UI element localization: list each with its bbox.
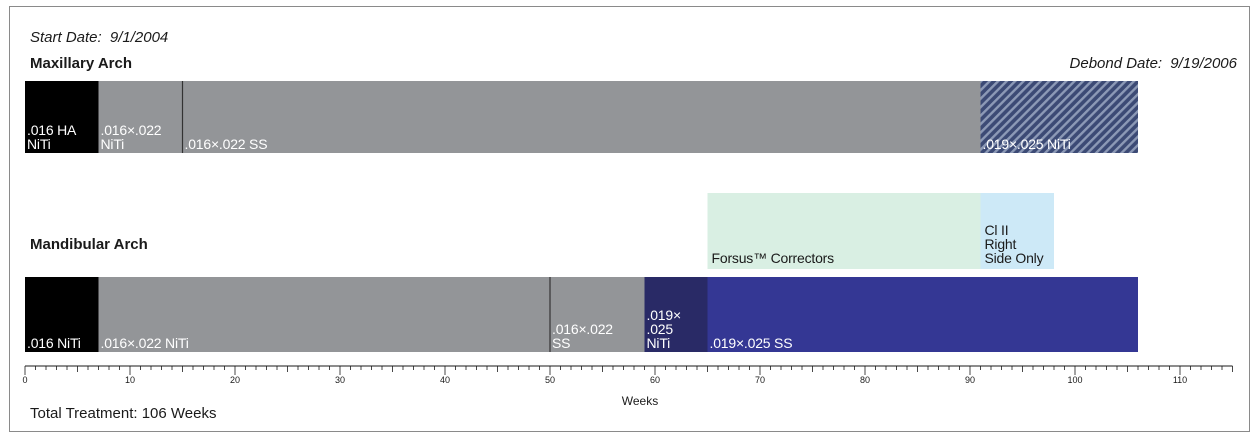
mandibular-segment-label-2: .016×.022 NiTi xyxy=(101,335,189,351)
x-tick-label: 0 xyxy=(22,375,27,385)
debond-date-value: 9/19/2006 xyxy=(1170,55,1237,72)
mandibular-segment-2 xyxy=(98,277,550,352)
chart-frame xyxy=(9,6,1250,432)
mandibular-arch-title: Mandibular Arch xyxy=(30,236,148,253)
mandibular-segment-5 xyxy=(707,277,1138,352)
x-tick-label: 50 xyxy=(545,375,555,385)
x-tick-label: 10 xyxy=(125,375,135,385)
maxillary-segment-4 xyxy=(980,81,1138,153)
debond-date: Debond Date: 9/19/2006 xyxy=(1070,55,1238,72)
mandibular-segment-4 xyxy=(644,277,708,352)
x-tick-label: 30 xyxy=(335,375,345,385)
maxillary-arch-title: Maxillary Arch xyxy=(30,55,132,72)
appliance-bar-1 xyxy=(707,193,981,269)
maxillary-segment-label-1: .016 HA NiTi xyxy=(27,122,77,152)
x-tick-label: 40 xyxy=(440,375,450,385)
start-date-label: Start Date: xyxy=(30,29,102,46)
mandibular-segment-label-1: .016 NiTi xyxy=(27,335,81,351)
mandibular-segment-1 xyxy=(25,277,99,352)
debond-date-label: Debond Date: xyxy=(1070,55,1163,72)
x-tick-label: 60 xyxy=(650,375,660,385)
mandibular-segment-label-5: .019×.025 SS xyxy=(710,335,793,351)
appliance-label-1: Forsus™ Correctors xyxy=(712,250,835,266)
x-tick-label: 70 xyxy=(755,375,765,385)
total-treatment: Total Treatment: 106 Weeks xyxy=(30,405,216,422)
x-tick-label: 90 xyxy=(965,375,975,385)
appliance-bar-2 xyxy=(980,193,1054,269)
maxillary-segment-label-3: .016×.022 SS xyxy=(185,136,268,152)
x-tick-label: 100 xyxy=(1067,375,1082,385)
start-date: Start Date: 9/1/2004 xyxy=(30,29,168,46)
appliance-label-2: Cl II Right Side Only xyxy=(985,222,1044,266)
x-tick-label: 110 xyxy=(1173,375,1187,385)
mandibular-segment-3 xyxy=(550,277,645,352)
x-tick-label: 80 xyxy=(860,375,870,385)
maxillary-segment-2 xyxy=(98,81,183,153)
x-axis-label: Weeks xyxy=(622,394,658,408)
x-tick-label: 20 xyxy=(230,375,240,385)
start-date-value: 9/1/2004 xyxy=(110,29,168,46)
maxillary-segment-label-4: .019×.025 NiTi xyxy=(983,136,1071,152)
maxillary-segment-label-2: .016×.022 NiTi xyxy=(101,122,162,152)
mandibular-segment-label-3: .016×.022 SS xyxy=(552,321,613,351)
maxillary-segment-3 xyxy=(182,81,981,153)
maxillary-segment-1 xyxy=(25,81,99,153)
mandibular-segment-label-4: .019× .025 NiTi xyxy=(647,307,681,351)
